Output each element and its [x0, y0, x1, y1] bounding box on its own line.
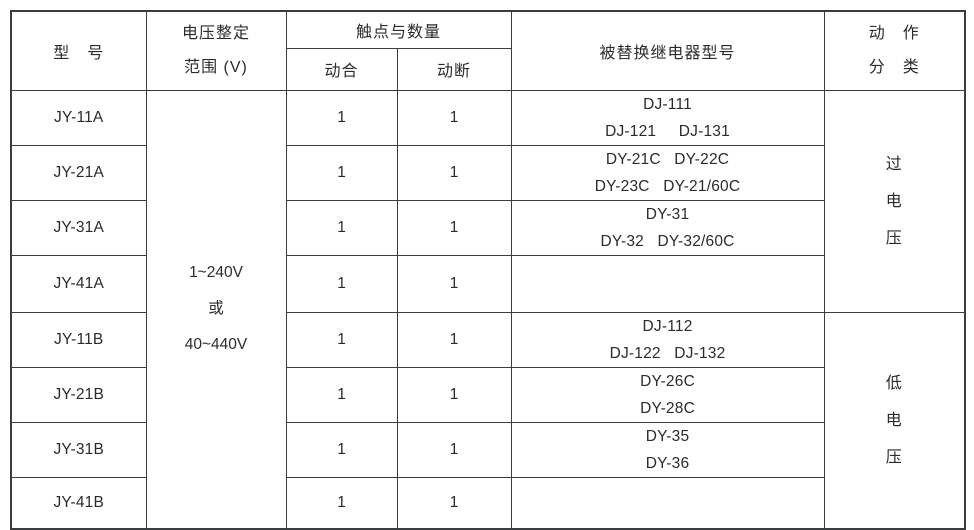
replaced-models-cell: DY-35 DY-36 [510, 421, 825, 478]
nc-count-cell: 1 [396, 89, 512, 146]
action-class-overvoltage-cell: 过 电 压 [823, 89, 966, 313]
nc-count-cell: 1 [396, 311, 512, 368]
model-cell: JY-31A [10, 199, 147, 256]
header-action-class: 动 作 分 类 [823, 10, 966, 91]
voltage-range-cell: 1~240V 或 40~440V [145, 89, 287, 530]
table-row: JY-41B 1 1 [10, 476, 965, 530]
action-class-undervoltage-cell: 低 电 压 [823, 311, 966, 530]
nc-count-cell: 1 [396, 366, 512, 423]
nc-count-cell: 1 [396, 199, 512, 256]
no-count-cell: 1 [285, 89, 398, 146]
replaced-models-cell: DY-26C DY-28C [510, 366, 825, 423]
table-row: JY-21B 1 1 DY-26C DY-28C [10, 366, 965, 423]
nc-count-cell: 1 [396, 476, 512, 530]
no-count-cell: 1 [285, 311, 398, 368]
header-contacts-group: 触点与数量 [285, 10, 512, 49]
model-cell: JY-31B [10, 421, 147, 478]
relay-replacement-table: 型 号 电压整定 范围 (V) 触点与数量 被替换继电器型号 动 作 分 类 动… [10, 10, 967, 530]
model-cell: JY-11A [10, 89, 147, 146]
replaced-models-cell: DJ-111 DJ-121 DJ-131 [510, 89, 825, 146]
table-row: JY-31A 1 1 DY-31 DY-32 DY-32/60C [10, 199, 965, 256]
no-count-cell: 1 [285, 366, 398, 423]
header-normally-closed: 动断 [396, 47, 512, 91]
header-normally-open: 动合 [285, 47, 398, 91]
table-row: JY-21A 1 1 DY-21C DY-22C DY-23C DY-21/60… [10, 144, 965, 201]
replaced-models-cell: DJ-112 DJ-122 DJ-132 [510, 311, 825, 368]
model-cell: JY-21B [10, 366, 147, 423]
nc-count-cell: 1 [396, 254, 512, 313]
model-cell: JY-41B [10, 476, 147, 530]
table-row: JY-31B 1 1 DY-35 DY-36 [10, 421, 965, 478]
no-count-cell: 1 [285, 421, 398, 478]
no-count-cell: 1 [285, 199, 398, 256]
header-model: 型 号 [10, 10, 147, 91]
header-voltage-range: 电压整定 范围 (V) [145, 10, 287, 91]
nc-count-cell: 1 [396, 144, 512, 201]
model-cell: JY-11B [10, 311, 147, 368]
nc-count-cell: 1 [396, 421, 512, 478]
model-cell: JY-21A [10, 144, 147, 201]
replaced-models-cell: DY-21C DY-22C DY-23C DY-21/60C [510, 144, 825, 201]
table-row: JY-11A 1~240V 或 40~440V 1 1 DJ-111 DJ-12… [10, 89, 966, 530]
header-replaced-models: 被替换继电器型号 [510, 10, 825, 91]
table-row: JY-11B 1 1 DJ-112 DJ-122 DJ-132 低 电 压 [10, 311, 966, 530]
no-count-cell: 1 [285, 144, 398, 201]
no-count-cell: 1 [285, 254, 398, 313]
replaced-models-cell [510, 254, 825, 313]
model-cell: JY-41A [10, 254, 147, 313]
replaced-models-cell: DY-31 DY-32 DY-32/60C [510, 199, 825, 256]
replaced-models-cell [510, 476, 825, 530]
no-count-cell: 1 [285, 476, 398, 530]
